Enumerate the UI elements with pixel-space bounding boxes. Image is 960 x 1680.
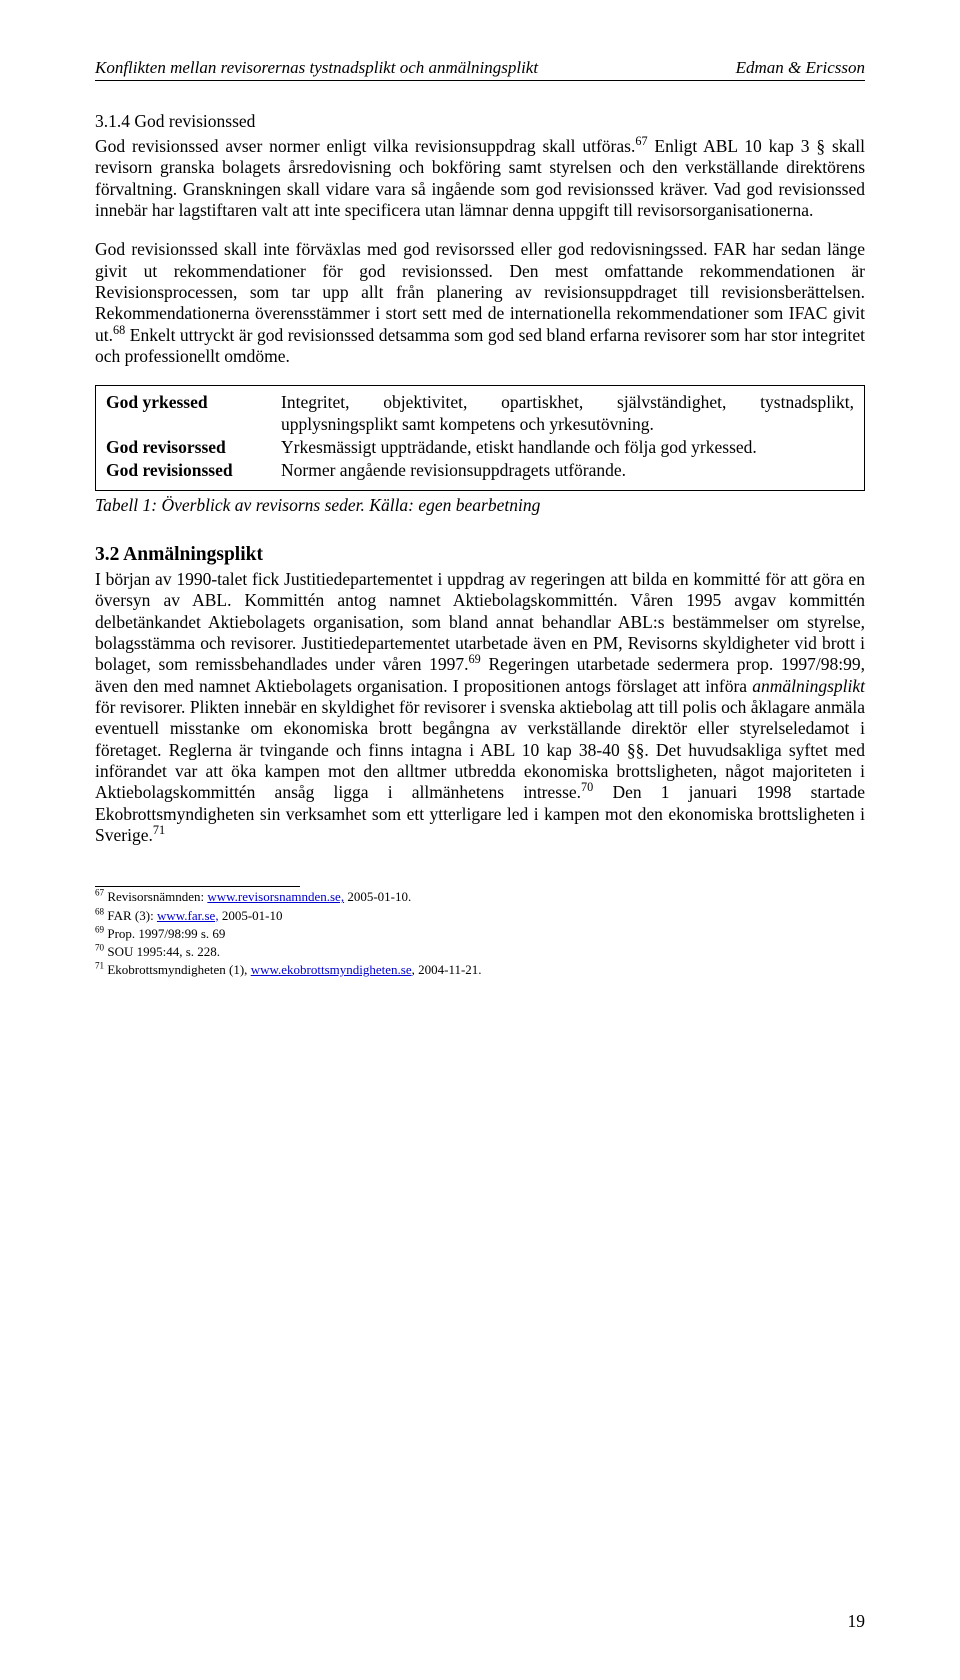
footnote-num: 67 bbox=[95, 888, 104, 898]
paragraph-2: God revisionssed skall inte förväxlas me… bbox=[95, 239, 865, 367]
box-label: God revisorssed bbox=[106, 437, 281, 458]
page-number: 19 bbox=[848, 1611, 866, 1632]
footnote-ref-68: 68 bbox=[113, 323, 125, 337]
footnote-num: 70 bbox=[95, 943, 104, 953]
box-label: God yrkessed bbox=[106, 392, 281, 435]
footnote-70: 70 SOU 1995:44, s. 228. bbox=[95, 944, 865, 960]
box-row: God yrkessed Integritet, objektivitet, o… bbox=[106, 392, 854, 435]
footnotes-block: 67 Revisorsnämnden: www.revisorsnamnden.… bbox=[95, 889, 865, 978]
box-row: God revisorssed Yrkesmässigt uppträdande… bbox=[106, 437, 854, 458]
footnote-separator bbox=[95, 886, 300, 887]
footnote-link[interactable]: www.far.se, bbox=[157, 908, 219, 923]
section-heading-3-1-4: 3.1.4 God revisionssed bbox=[95, 111, 865, 132]
footnote-link[interactable]: www.revisorsnamnden.se, bbox=[207, 889, 344, 904]
page-header: Konflikten mellan revisorernas tystnadsp… bbox=[95, 58, 865, 81]
box-description: Integritet, objektivitet, opartiskhet, s… bbox=[281, 392, 854, 435]
footnote-ref-67: 67 bbox=[635, 134, 647, 148]
definitions-box: God yrkessed Integritet, objektivitet, o… bbox=[95, 385, 865, 490]
footnote-71: 71 Ekobrottsmyndigheten (1), www.ekobrot… bbox=[95, 962, 865, 978]
footnote-num: 71 bbox=[95, 961, 104, 971]
section-heading-3-2: 3.2 Anmälningsplikt bbox=[95, 544, 865, 566]
footnote-67: 67 Revisorsnämnden: www.revisorsnamnden.… bbox=[95, 889, 865, 905]
footnote-post: , 2004-11-21. bbox=[412, 962, 482, 977]
footnote-ref-71: 71 bbox=[153, 823, 165, 837]
para3-italic: anmälningsplikt bbox=[752, 676, 865, 696]
paragraph-1: God revisionssed avser normer enligt vil… bbox=[95, 136, 865, 221]
table-caption: Tabell 1: Överblick av revisorns seder. … bbox=[95, 495, 865, 516]
footnote-pre: FAR (3): bbox=[104, 908, 157, 923]
box-description: Normer angående revisionsuppdragets utfö… bbox=[281, 460, 854, 481]
footnote-post: 2005-01-10 bbox=[219, 908, 283, 923]
header-right: Edman & Ericsson bbox=[736, 58, 865, 78]
footnote-num: 68 bbox=[95, 906, 104, 916]
footnote-pre: Ekobrottsmyndigheten (1), bbox=[104, 962, 251, 977]
footnote-ref-70: 70 bbox=[581, 780, 593, 794]
footnote-ref-69: 69 bbox=[469, 652, 481, 666]
footnote-pre: SOU 1995:44, s. 228. bbox=[104, 944, 220, 959]
footnote-link[interactable]: www.ekobrottsmyndigheten.se bbox=[251, 962, 412, 977]
box-row: God revisionssed Normer angående revisio… bbox=[106, 460, 854, 481]
footnote-68: 68 FAR (3): www.far.se, 2005-01-10 bbox=[95, 908, 865, 924]
footnote-num: 69 bbox=[95, 924, 104, 934]
footnote-69: 69 Prop. 1997/98:99 s. 69 bbox=[95, 926, 865, 942]
footnote-post: 2005-01-10. bbox=[344, 889, 411, 904]
footnote-pre: Revisorsnämnden: bbox=[104, 889, 207, 904]
box-description: Yrkesmässigt uppträdande, etiskt handlan… bbox=[281, 437, 854, 458]
header-left: Konflikten mellan revisorernas tystnadsp… bbox=[95, 58, 538, 78]
box-label: God revisionssed bbox=[106, 460, 281, 481]
para2-text-b: Enkelt uttryckt är god revisionssed dets… bbox=[95, 325, 865, 366]
paragraph-3: I början av 1990-talet fick Justitiedepa… bbox=[95, 569, 865, 846]
footnote-pre: Prop. 1997/98:99 s. 69 bbox=[104, 926, 225, 941]
para1-text-a: God revisionssed avser normer enligt vil… bbox=[95, 136, 635, 156]
